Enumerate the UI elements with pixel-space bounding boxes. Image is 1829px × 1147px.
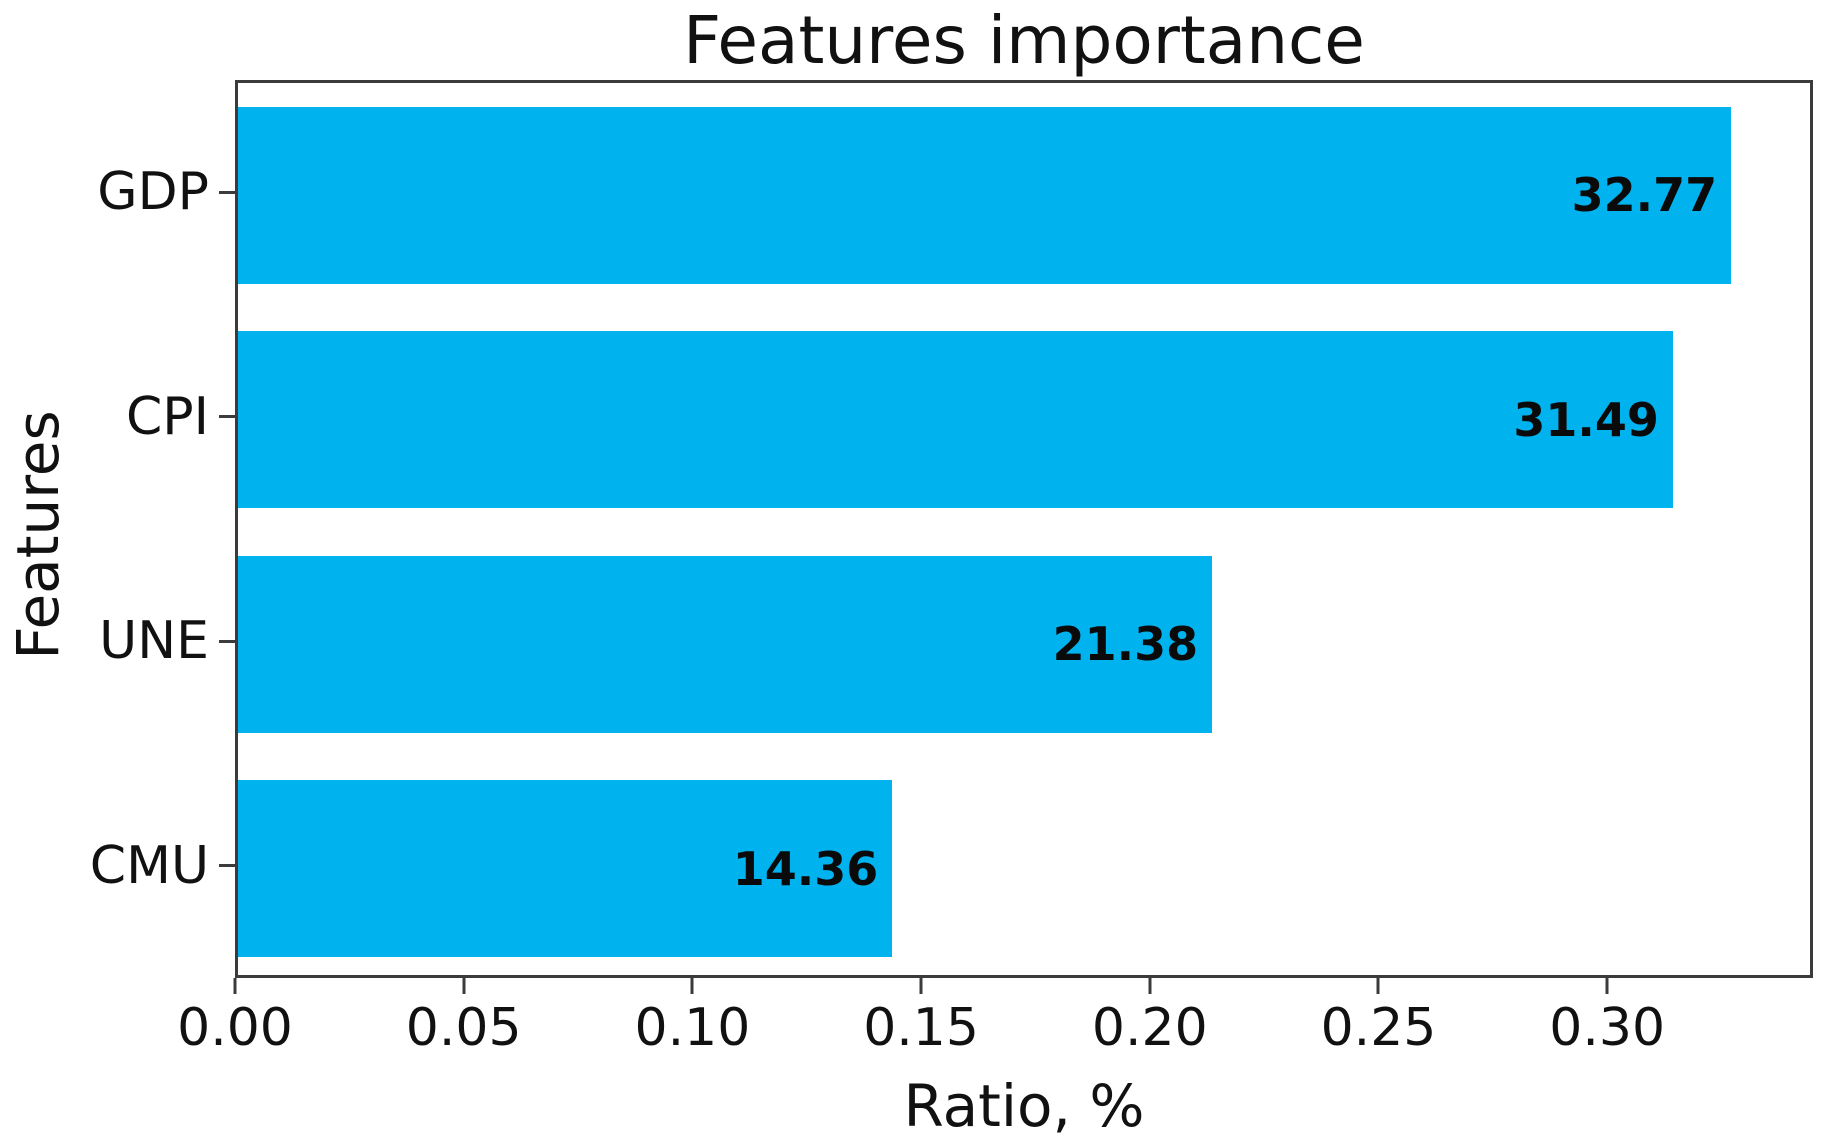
x-tick-label-0.00: 0.00 — [177, 998, 293, 1058]
bar-une: 21.38 — [238, 555, 1213, 733]
y-tick-cpi — [219, 415, 235, 418]
bar-row-gdp: 32.77 — [238, 83, 1810, 308]
x-tick-0.00 — [233, 978, 237, 994]
bar-cpi: 31.49 — [238, 331, 1673, 509]
x-tick-0.20 — [1148, 978, 1152, 994]
x-tick-0.05 — [462, 978, 466, 994]
bar-cmu: 14.36 — [238, 780, 893, 958]
bar-row-cpi: 31.49 — [238, 308, 1810, 533]
x-tick-0.10 — [690, 978, 694, 994]
bar-row-cmu: 14.36 — [238, 757, 1810, 982]
x-tick-label-0.20: 0.20 — [1091, 998, 1208, 1058]
y-tick-gdp — [219, 190, 235, 194]
bar-value-label-une: 21.38 — [1052, 617, 1199, 672]
x-tick-label-0.30: 0.30 — [1549, 998, 1666, 1058]
bar-value-label-cpi: 31.49 — [1513, 392, 1659, 447]
x-tick-label-0.10: 0.10 — [634, 998, 751, 1058]
y-tick-label-cpi: CPI — [125, 386, 209, 447]
y-tick-une — [219, 639, 235, 643]
x-tick-0.25 — [1376, 978, 1380, 994]
x-axis-label: Ratio, % — [903, 1072, 1145, 1140]
x-tick-label-0.05: 0.05 — [405, 998, 522, 1058]
x-tick-label-0.25: 0.25 — [1320, 998, 1437, 1058]
bar-value-label-gdp: 32.77 — [1571, 168, 1718, 223]
bar-value-label-cmu: 14.36 — [732, 841, 879, 896]
y-tick-label-cmu: CMU — [89, 835, 209, 896]
bar-row-une: 21.38 — [238, 532, 1810, 757]
chart-title: Features importance — [683, 2, 1365, 79]
x-tick-0.15 — [919, 978, 923, 994]
y-axis-label: Features — [4, 410, 72, 660]
x-tick-label-0.15: 0.15 — [863, 998, 979, 1058]
y-tick-label-gdp: GDP — [97, 162, 209, 222]
bar-gdp: 32.77 — [238, 106, 1732, 284]
x-tick-0.30 — [1605, 978, 1609, 994]
y-tick-label-une: UNE — [99, 611, 209, 671]
plot-area: 32.77 31.49 21.38 14.36 — [235, 80, 1813, 978]
y-tick-cmu — [219, 864, 235, 867]
